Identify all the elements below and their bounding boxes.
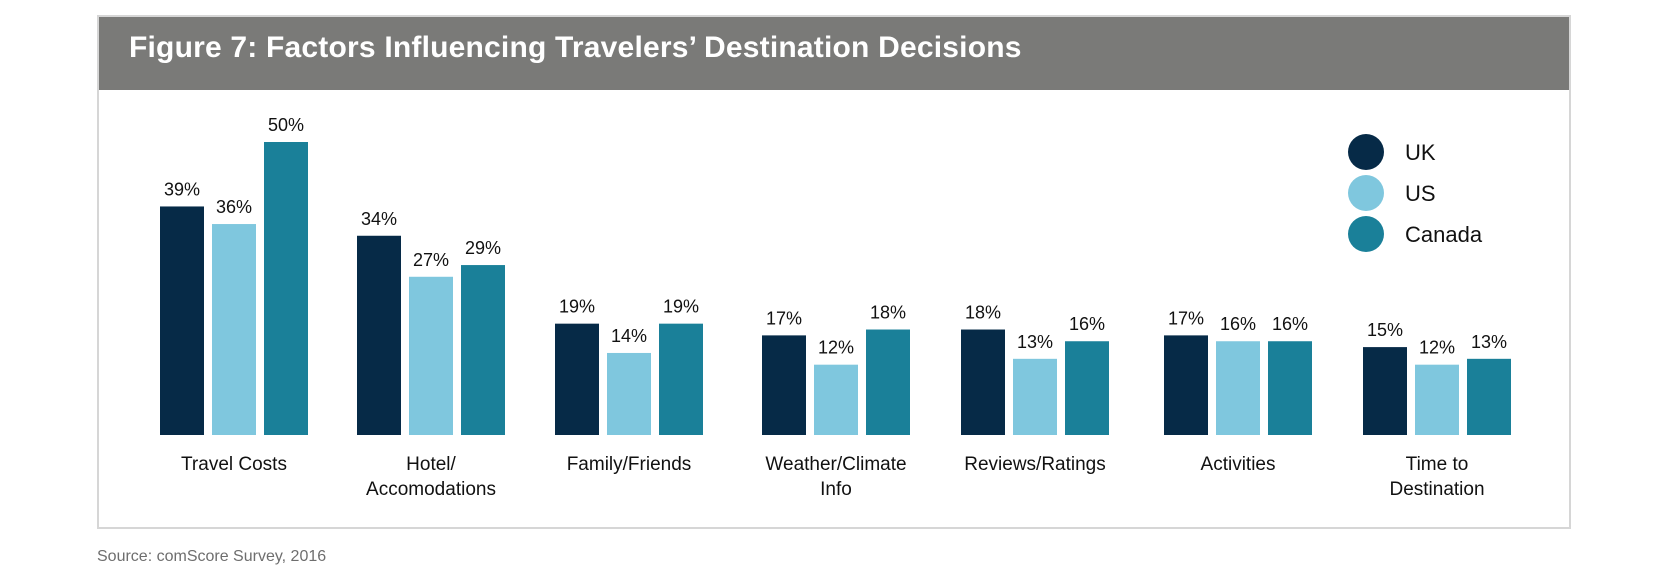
value-label-travel-costs-uk: 39%	[164, 179, 200, 199]
legend-swatch-canada	[1348, 216, 1384, 252]
bar-hotel-accomodations-us	[409, 276, 453, 435]
value-label-weather-climate-info-canada: 18%	[870, 303, 906, 323]
value-label-family-friends-us: 14%	[611, 326, 647, 346]
category-label-hotel-accomodations: Hotel/Accomodations	[366, 454, 496, 500]
bar-weather-climate-info-us	[814, 364, 858, 435]
category-labels-group: Travel Costs Hotel/Accomodations Family/Fr…	[181, 454, 1485, 500]
bar-travel-costs-us	[212, 224, 256, 435]
bar-family-friends-canada	[659, 323, 703, 435]
category-label-reviews-ratings: Reviews/Ratings	[964, 454, 1106, 475]
figure-title: Figure 7: Factors Influencing Travelers’…	[129, 31, 1022, 64]
value-label-hotel-accomodations-canada: 29%	[465, 238, 501, 258]
value-label-reviews-ratings-canada: 16%	[1069, 314, 1105, 334]
value-label-weather-climate-info-uk: 17%	[766, 308, 802, 328]
figure-frame: Figure 7: Factors Influencing Travelers’…	[97, 15, 1571, 529]
bar-time-to-destination-us	[1415, 364, 1459, 435]
value-label-hotel-accomodations-uk: 34%	[361, 209, 397, 229]
category-label-activities: Activities	[1201, 454, 1276, 475]
value-labels-group: 39% 36% 50% 34% 27% 29% 19% 14% 19% 17% 12% 18% 18% 1…	[164, 115, 1507, 358]
legend-swatch-uk	[1348, 134, 1384, 170]
figure-header: Figure 7: Factors Influencing Travelers’…	[99, 17, 1569, 90]
value-label-time-to-destination-uk: 15%	[1367, 320, 1403, 340]
legend-label-us: US	[1405, 181, 1436, 206]
bar-reviews-ratings-uk	[961, 329, 1005, 435]
category-label-weather-climate-info: Weather/Climate Info	[765, 454, 906, 500]
source-note: Source: comScore Survey, 2016	[97, 548, 327, 565]
value-label-activities-uk: 17%	[1168, 308, 1204, 328]
bar-travel-costs-canada	[264, 142, 308, 435]
bars-group	[160, 142, 1511, 435]
bar-hotel-accomodations-uk	[357, 235, 401, 435]
bar-activities-canada	[1268, 341, 1312, 435]
value-label-family-friends-uk: 19%	[559, 297, 595, 317]
bar-activities-uk	[1164, 335, 1208, 435]
legend-label-canada: Canada	[1405, 222, 1483, 247]
value-label-travel-costs-us: 36%	[216, 197, 252, 217]
bar-family-friends-uk	[555, 323, 599, 435]
bar-activities-us	[1216, 341, 1260, 435]
value-label-activities-us: 16%	[1220, 314, 1256, 334]
value-label-reviews-ratings-us: 13%	[1017, 332, 1053, 352]
legend-label-uk: UK	[1405, 140, 1436, 165]
value-label-hotel-accomodations-us: 27%	[413, 250, 449, 270]
category-label-time-to-destination: Time to Destination	[1389, 454, 1484, 500]
category-label-family-friends: Family/Friends	[567, 454, 692, 475]
value-label-travel-costs-canada: 50%	[268, 115, 304, 135]
bar-time-to-destination-canada	[1467, 358, 1511, 435]
bar-weather-climate-info-uk	[762, 335, 806, 435]
bar-weather-climate-info-canada	[866, 329, 910, 435]
value-label-family-friends-canada: 19%	[663, 297, 699, 317]
bar-travel-costs-uk	[160, 206, 204, 435]
bar-reviews-ratings-canada	[1065, 341, 1109, 435]
value-label-weather-climate-info-us: 12%	[818, 338, 854, 358]
bar-time-to-destination-uk	[1363, 347, 1407, 435]
bar-family-friends-us	[607, 352, 651, 435]
value-label-activities-canada: 16%	[1272, 314, 1308, 334]
value-label-reviews-ratings-uk: 18%	[965, 303, 1001, 323]
value-label-time-to-destination-canada: 13%	[1471, 332, 1507, 352]
category-label-travel-costs: Travel Costs	[181, 454, 287, 475]
legend-swatch-us	[1348, 175, 1384, 211]
bar-reviews-ratings-us	[1013, 358, 1057, 435]
value-label-time-to-destination-us: 12%	[1419, 338, 1455, 358]
bar-hotel-accomodations-canada	[461, 265, 505, 435]
legend: UK US Canada	[1348, 134, 1483, 252]
